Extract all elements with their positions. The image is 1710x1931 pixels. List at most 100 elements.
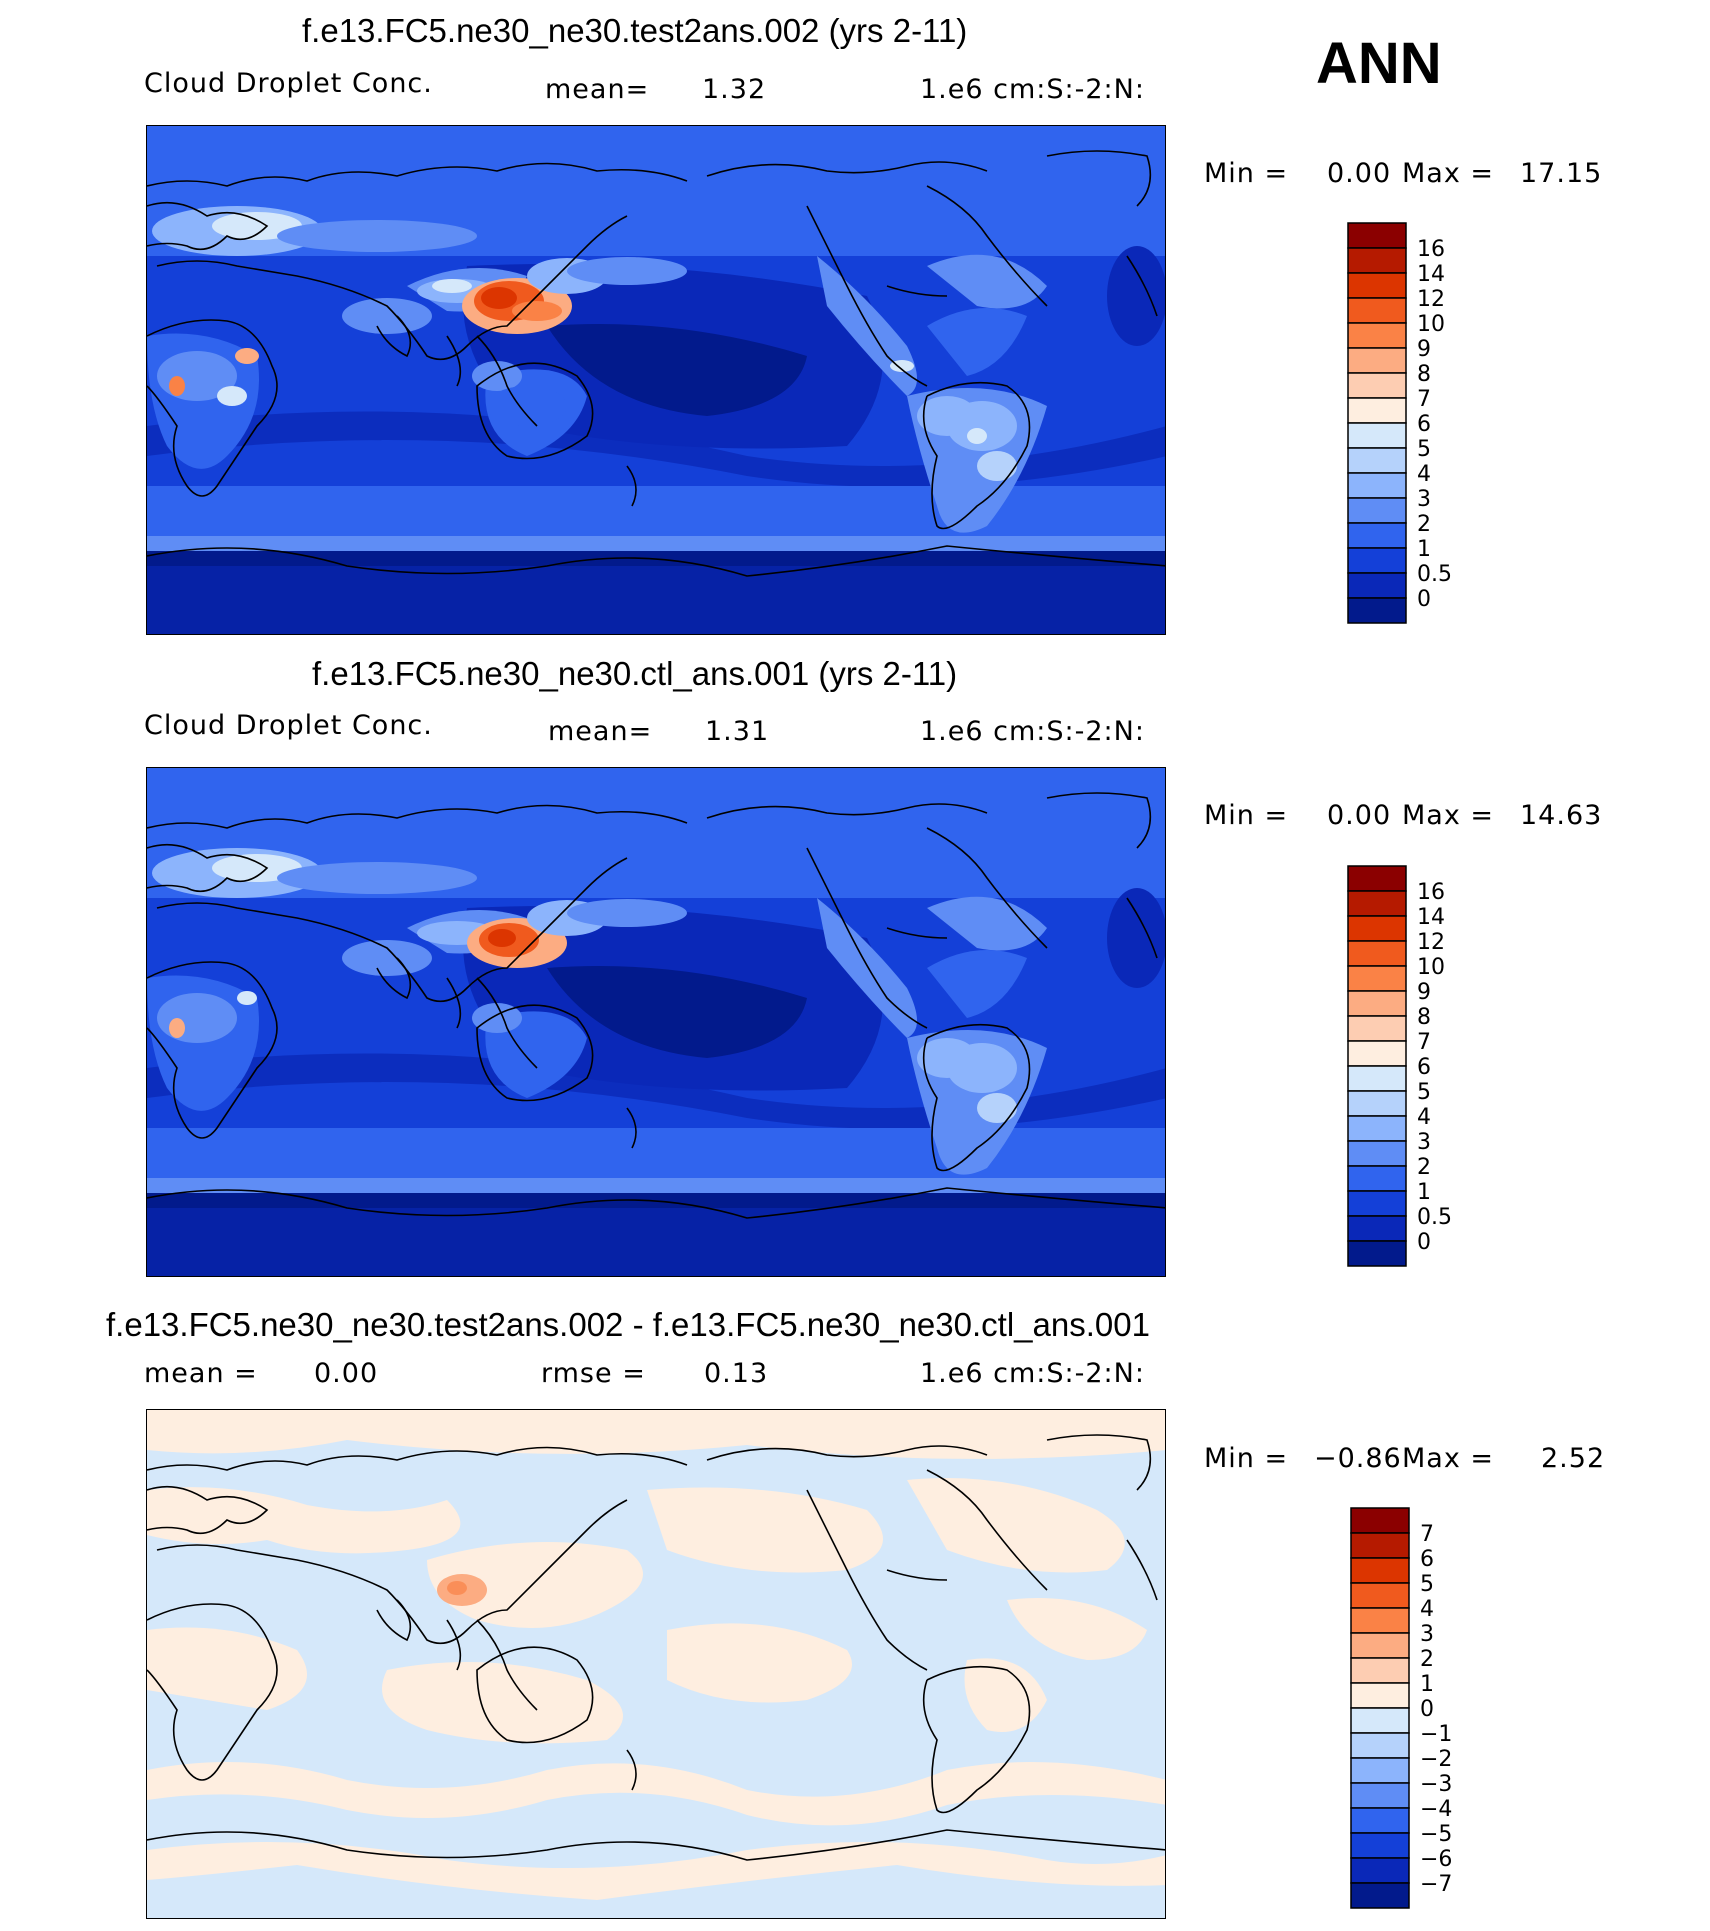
colorbar-tick-label: 8: [1417, 362, 1431, 387]
colorbar-tick-label: 3: [1417, 1130, 1431, 1155]
colorbar-tick-label: −2: [1420, 1747, 1452, 1772]
colorbar-tick-label: 9: [1417, 337, 1431, 362]
colorbar-swatch: [1347, 1040, 1407, 1067]
colorbar-swatch: [1347, 372, 1407, 399]
panel-1-variable-label: Cloud Droplet Conc.: [144, 68, 433, 99]
panel-1-mean-value: 1.32: [702, 74, 767, 105]
colorbar-swatch: [1347, 247, 1407, 274]
colorbar-tick-label: 10: [1417, 312, 1445, 337]
colorbar-tick-label: 8: [1417, 1005, 1431, 1030]
colorbar-tick-label: −7: [1420, 1872, 1452, 1897]
panel-3-rmse-value: 0.13: [704, 1358, 769, 1389]
colorbar-swatch: [1350, 1557, 1410, 1584]
colorbar-swatch: [1347, 447, 1407, 474]
colorbar-swatch: [1347, 1215, 1407, 1242]
panel-3-max-value: 2.52: [1541, 1443, 1606, 1474]
panel-1-max-label: Max =: [1402, 158, 1495, 189]
colorbar-swatch: [1350, 1657, 1410, 1684]
colorbar-tick-label: 3: [1420, 1622, 1434, 1647]
colorbar-swatch: [1350, 1632, 1410, 1659]
colorbar-tick-label: 16: [1417, 237, 1445, 262]
panel-2-map: [146, 767, 1166, 1277]
panel-3-units: 1.e6 cm:S:-2:N:: [920, 1358, 1145, 1389]
colorbar-tick-label: 0: [1417, 1230, 1431, 1255]
colorbar-swatch: [1347, 1240, 1407, 1267]
panel-1-mean-label: mean=: [545, 74, 650, 105]
panel-2-map-svg: [147, 768, 1165, 1276]
colorbar-tick-label: 2: [1420, 1647, 1434, 1672]
colorbar-tick-label: 7: [1420, 1522, 1434, 1547]
colorbar-tick-label: 9: [1417, 980, 1431, 1005]
colorbar-swatch: [1347, 522, 1407, 549]
colorbar-swatch: [1350, 1807, 1410, 1834]
panel-1-map-svg: [147, 126, 1165, 634]
colorbar-tick-label: 5: [1417, 437, 1431, 462]
colorbar-swatch: [1347, 915, 1407, 942]
colorbar-tick-label: −3: [1420, 1772, 1452, 1797]
colorbar-tick-label: 12: [1417, 287, 1445, 312]
panel-2-mean-value: 1.31: [705, 716, 770, 747]
colorbar-swatch: [1347, 222, 1407, 249]
panel-1-colorbar: 16 14 12 10 9 8 7 6 5 4 3 2 1 0.5 0: [1347, 222, 1507, 631]
panel-1-units: 1.e6 cm:S:-2:N:: [920, 74, 1145, 105]
colorbar-swatch: [1350, 1607, 1410, 1634]
colorbar-swatch: [1347, 322, 1407, 349]
colorbar-swatch: [1347, 422, 1407, 449]
colorbar-tick-label: 3: [1417, 487, 1431, 512]
panel-3-rmse-label: rmse =: [541, 1358, 646, 1389]
colorbar-tick-label: 5: [1420, 1572, 1434, 1597]
colorbar-swatch: [1350, 1857, 1410, 1884]
colorbar-swatch: [1347, 572, 1407, 599]
colorbar-swatch: [1347, 965, 1407, 992]
panel-2-mean-label: mean=: [548, 716, 653, 747]
panel-2-min-label: Min =: [1204, 800, 1289, 831]
colorbar-swatch: [1347, 1165, 1407, 1192]
colorbar-tick-label: 4: [1417, 1105, 1431, 1130]
colorbar-tick-label: −4: [1420, 1797, 1452, 1822]
panel-3-title: f.e13.FC5.ne30_ne30.test2ans.002 - f.e13…: [106, 1306, 1150, 1343]
colorbar-swatch: [1350, 1882, 1410, 1909]
colorbar-tick-label: 2: [1417, 512, 1431, 537]
colorbar-tick-label: 6: [1417, 1055, 1431, 1080]
colorbar-tick-label: 1: [1420, 1672, 1434, 1697]
colorbar-tick-label: 7: [1417, 1030, 1431, 1055]
colorbar-tick-label: 4: [1420, 1597, 1434, 1622]
colorbar-tick-label: 0: [1417, 587, 1431, 612]
panel-3-mean-label: mean =: [144, 1358, 258, 1389]
colorbar-swatch: [1347, 865, 1407, 892]
colorbar-swatch: [1350, 1832, 1410, 1859]
colorbar-swatch: [1347, 547, 1407, 574]
colorbar-swatch: [1347, 940, 1407, 967]
panel-3-colorbar: 7 6 5 4 3 2 1 0 −1 −2 −3 −4 −5 −6 −7: [1350, 1507, 1510, 1916]
colorbar-tick-label: −5: [1420, 1822, 1452, 1847]
colorbar-swatch: [1347, 597, 1407, 624]
panel-1-max-value: 17.15: [1520, 158, 1603, 189]
colorbar-swatch: [1350, 1732, 1410, 1759]
colorbar-swatch: [1347, 990, 1407, 1017]
colorbar-tick-label: 16: [1417, 880, 1445, 905]
colorbar-tick-label: 0: [1420, 1697, 1434, 1722]
panel-2-units: 1.e6 cm:S:-2:N:: [920, 716, 1145, 747]
colorbar-tick-label: 6: [1417, 412, 1431, 437]
colorbar-swatch: [1350, 1782, 1410, 1809]
colorbar-swatch: [1350, 1682, 1410, 1709]
colorbar-swatch: [1347, 297, 1407, 324]
colorbar-swatch: [1350, 1707, 1410, 1734]
colorbar-swatch: [1347, 1090, 1407, 1117]
panel-2-min-value: 0.00: [1327, 800, 1392, 831]
colorbar-swatch: [1347, 472, 1407, 499]
colorbar-swatch: [1347, 347, 1407, 374]
panel-3-mean-value: 0.00: [314, 1358, 379, 1389]
colorbar-tick-label: −6: [1420, 1847, 1452, 1872]
colorbar-tick-label: 4: [1417, 462, 1431, 487]
colorbar-swatch: [1350, 1532, 1410, 1559]
colorbar-swatch: [1347, 1065, 1407, 1092]
colorbar-tick-label: 14: [1417, 905, 1445, 930]
panel-2-variable-label: Cloud Droplet Conc.: [144, 710, 433, 741]
colorbar-tick-label: 6: [1420, 1547, 1434, 1572]
panel-3-min-value: −0.86: [1314, 1443, 1402, 1474]
colorbar-swatch: [1347, 1140, 1407, 1167]
colorbar-swatch: [1347, 890, 1407, 917]
colorbar-tick-label: 14: [1417, 262, 1445, 287]
